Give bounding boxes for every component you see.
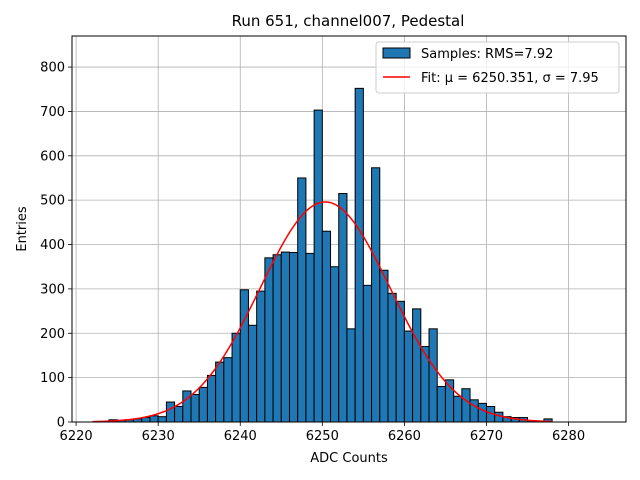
histogram-bar [379, 269, 389, 423]
fit-curve [92, 201, 553, 423]
histogram-bar [206, 374, 217, 423]
histogram-bar [288, 252, 299, 423]
y-tick-label: 800 [40, 61, 65, 76]
histogram-bar [215, 361, 225, 423]
histogram-bar [149, 415, 159, 423]
histogram-bar [403, 330, 414, 423]
histogram-bar [280, 251, 290, 423]
x-tick-label: 6250 [306, 429, 339, 444]
x-axis-label: ADC Counts [310, 451, 388, 466]
histogram-bar [330, 266, 340, 423]
histogram-bar [395, 300, 405, 423]
histogram-bar [477, 402, 487, 423]
legend: Samples: RMS=7.92 Fit: μ = 6250.351, σ =… [375, 41, 620, 94]
histogram-bar [247, 324, 258, 423]
histogram-bar [321, 230, 332, 423]
y-tick-label: 100 [40, 371, 65, 386]
x-tick-label: 6240 [224, 429, 257, 444]
histogram-bar [165, 401, 176, 423]
histogram-bar [494, 411, 504, 423]
histogram-bar [305, 252, 315, 423]
legend-box [375, 41, 620, 94]
histogram-bar [223, 357, 233, 423]
histogram-bars [108, 87, 553, 423]
chart-title: Run 651, channel007, Pedestal [232, 12, 465, 30]
histogram-bar [346, 328, 356, 423]
y-axis-label: Entries [15, 206, 30, 252]
histogram-bar [387, 292, 397, 423]
x-tick-label: 6270 [470, 429, 503, 444]
y-tick-label: 200 [40, 327, 65, 342]
histogram-bar [428, 328, 438, 423]
y-tick-label: 400 [40, 238, 65, 253]
y-tick-label: 700 [40, 105, 65, 120]
x-tick-label: 6230 [142, 429, 175, 444]
histogram-bar [371, 167, 381, 423]
y-tick-label: 500 [40, 194, 65, 209]
histogram-bar [436, 386, 446, 423]
y-tick-label: 600 [40, 149, 65, 164]
histogram-bar [362, 284, 373, 423]
histogram-bar [174, 405, 184, 423]
grid-lines [72, 36, 626, 423]
histogram-bar [239, 289, 249, 423]
x-axis-ticks: 6220 6230 6240 6250 6260 6270 6280 [60, 422, 585, 444]
histogram-bar [469, 399, 479, 423]
y-tick-label: 300 [40, 282, 65, 297]
histogram-bar [453, 395, 463, 423]
x-tick-label: 6260 [388, 429, 421, 444]
histogram-bar [264, 257, 274, 423]
y-axis-ticks: 0 100 200 300 400 500 600 700 800 [40, 61, 72, 431]
legend-label-fit: Fit: μ = 6250.351, σ = 7.95 [421, 71, 599, 86]
histogram-bar [198, 386, 208, 423]
histogram-bar [338, 193, 348, 423]
histogram-bar [461, 388, 471, 423]
legend-label-samples: Samples: RMS=7.92 [421, 47, 553, 62]
plot-frame [71, 35, 627, 423]
histogram-bar [412, 308, 422, 423]
histogram-bar [190, 393, 200, 423]
x-tick-label: 6220 [60, 429, 93, 444]
histogram-bar [354, 87, 364, 423]
histogram-bar [231, 332, 241, 423]
histogram-bar [256, 290, 266, 423]
x-tick-label: 6280 [552, 429, 585, 444]
legend-swatch-samples [382, 47, 411, 59]
histogram-bar [272, 254, 282, 423]
fit-curve-layer [92, 201, 553, 423]
histogram-bar [313, 109, 323, 423]
y-tick-label: 0 [57, 416, 65, 431]
histogram-bar [157, 416, 167, 423]
